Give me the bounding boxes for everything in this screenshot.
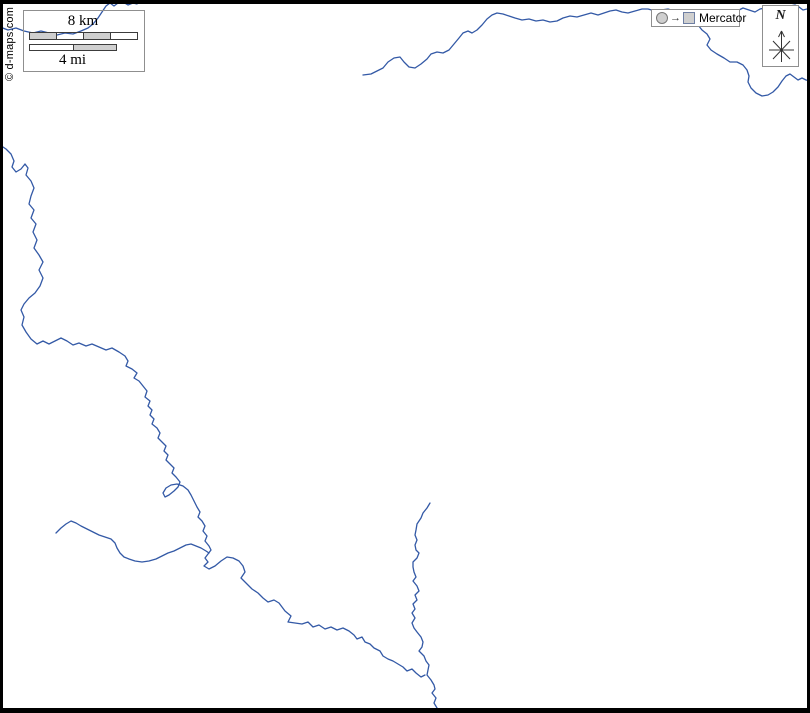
- scale-mi-label: 4 mi: [58, 52, 87, 68]
- compass-rose-icon: [769, 30, 794, 62]
- compass-box: N: [762, 5, 799, 67]
- scale-km-label: 8 km: [67, 13, 99, 29]
- scale-km-bar: [29, 32, 138, 40]
- compass-north-label: N: [775, 8, 786, 23]
- scale-bar-segment: [56, 33, 83, 39]
- scale-box: 8 km 4 mi: [23, 10, 145, 72]
- scale-bar-segment: [72, 45, 116, 50]
- river-path-west-river: [3, 146, 426, 678]
- copyright-watermark: © d-maps.com: [4, 6, 16, 81]
- scale-bar-segment: [30, 45, 73, 50]
- river-path-southwest-branch: [55, 520, 210, 563]
- scale-bar-segment: [110, 33, 137, 39]
- river-path-northeast-branch: [697, 11, 807, 97]
- arrow-right-icon: →: [670, 11, 681, 24]
- globe-icon: [656, 12, 668, 24]
- scale-mi-bar: [29, 44, 117, 51]
- scale-bar-segment: [30, 33, 56, 39]
- projection-label: Mercator: [699, 11, 747, 25]
- flat-map-icon: [683, 12, 695, 24]
- river-path-south-river: [411, 502, 438, 708]
- scale-bar-segment: [83, 33, 110, 39]
- projection-box: → Mercator: [651, 9, 746, 27]
- river-path-north-river: [362, 4, 807, 76]
